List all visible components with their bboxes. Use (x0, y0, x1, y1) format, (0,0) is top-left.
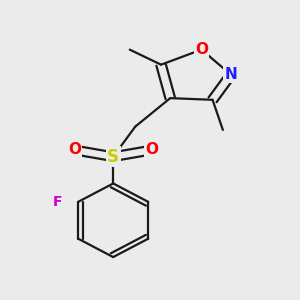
Text: O: O (145, 142, 158, 158)
Text: S: S (107, 148, 119, 166)
Text: O: O (68, 142, 81, 158)
Text: O: O (195, 42, 208, 57)
Text: F: F (53, 195, 63, 209)
Text: N: N (225, 67, 237, 82)
